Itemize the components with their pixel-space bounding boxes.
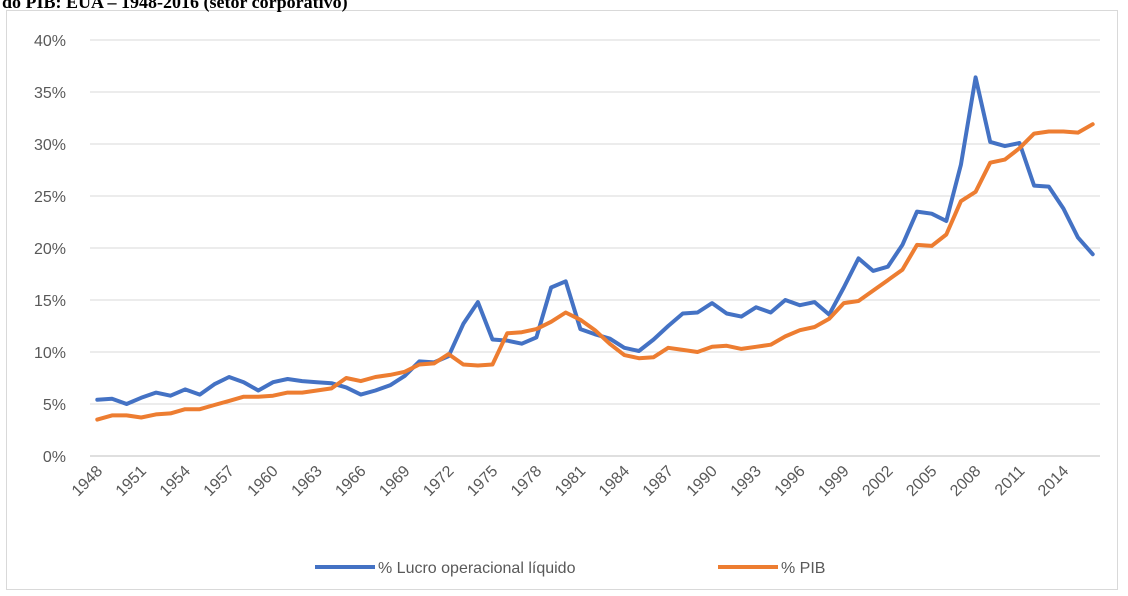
- y-tick-label: 5%: [43, 397, 66, 414]
- chart-title: do PIB: EUA – 1948-2016 (setor corporati…: [2, 0, 348, 13]
- y-tick-label: 10%: [34, 345, 66, 362]
- legend-label: % PIB: [781, 560, 825, 577]
- y-tick-label: 0%: [43, 449, 66, 466]
- y-tick-label: 40%: [34, 33, 66, 50]
- y-tick-label: 30%: [34, 137, 66, 154]
- legend-label: % Lucro operacional líquido: [378, 560, 576, 577]
- y-tick-label: 25%: [34, 189, 66, 206]
- y-tick-label: 20%: [34, 241, 66, 258]
- series-line: [95, 122, 1095, 422]
- series-line: [95, 75, 1095, 406]
- y-tick-label: 35%: [34, 85, 66, 102]
- y-tick-label: 15%: [34, 293, 66, 310]
